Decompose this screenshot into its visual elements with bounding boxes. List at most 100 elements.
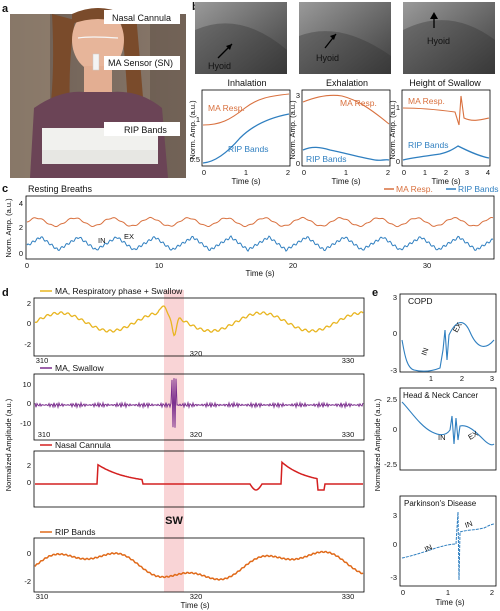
e2-title: Head & Neck Cancer [403, 391, 478, 400]
panel-d-letter: d [2, 287, 9, 299]
b1-ylabel: Norm. Amp. (a.u.) [188, 100, 197, 160]
panel-a-letter: a [2, 3, 9, 15]
e3-annotation-in-2: IN [464, 519, 474, 530]
b3-frame [401, 89, 491, 167]
c-ytick-2: 2 [19, 223, 23, 232]
d4-ytick-neg2: -2 [24, 577, 31, 586]
d2-ytick-0: 0 [27, 399, 31, 408]
xray-images [195, 2, 495, 74]
d4-xtick-320: 320 [190, 592, 203, 601]
d2-xtick-330: 330 [342, 430, 355, 439]
c-xlabel: Time (s) [245, 269, 274, 278]
b2-rip-line [302, 146, 390, 161]
c-legend-ma: MA Resp. [396, 184, 433, 194]
e3-ytick-neg3: -3 [390, 573, 397, 582]
d1-frame [33, 297, 365, 357]
sw-label: SW [165, 515, 183, 527]
photo-label-nasal-cannula: Nasal Cannula [112, 13, 171, 23]
b1-title: Inhalation [227, 78, 266, 88]
e3-frame [399, 495, 497, 587]
e3-xtick-2: 2 [490, 588, 494, 597]
e2-ytick-2.5: 2.5 [387, 395, 397, 404]
e1-xtick-2: 2 [460, 374, 464, 383]
b3-xtick-4: 4 [486, 168, 490, 177]
d1-xtick-330: 330 [342, 356, 355, 365]
b1-ytick-0.5: 0.5 [190, 155, 200, 164]
b3-ma-line [402, 95, 490, 126]
d3-line [35, 460, 363, 491]
xray-label-hyoid-1: Hyoid [208, 61, 231, 71]
d1-ytick-0: 0 [27, 319, 31, 328]
c-ytick-0: 0 [19, 249, 23, 258]
b3-xtick-1: 1 [423, 168, 427, 177]
b1-ma-line [202, 93, 290, 126]
label-box-nasal [104, 10, 180, 24]
b1-frame [201, 89, 291, 167]
b3-title: Height of Swallow [409, 78, 481, 88]
b3-xlabel: Time (s) [431, 177, 460, 186]
b2-ytick-0: 0 [296, 159, 300, 168]
label-box-ma [104, 56, 180, 70]
e2-annotation-in: IN [438, 433, 446, 442]
e1-xtick-1: 1 [429, 374, 433, 383]
b2-ma-label: MA Resp. [340, 98, 377, 108]
e2-frame [399, 387, 497, 471]
b3-xtick-0: 0 [402, 168, 406, 177]
c-ma-line [26, 216, 494, 228]
d4-xtick-330: 330 [342, 592, 355, 601]
b1-rip-line [202, 113, 290, 164]
panel-c-letter: c [2, 183, 8, 195]
d2-ytick-neg10: -10 [20, 419, 31, 428]
e1-xtick-3: 3 [490, 374, 494, 383]
c-xtick-0: 0 [25, 261, 29, 270]
b3-rip-line [402, 145, 490, 161]
sw-highlight-band [164, 290, 184, 592]
d2-line [34, 378, 364, 428]
d-ylabel: Normalized Amplitude (a.u.) [4, 398, 13, 491]
b2-ylabel: Norm. Amp. (a.u.) [288, 100, 297, 160]
e1-frame [399, 293, 497, 373]
e1-ytick-0: 0 [393, 329, 397, 338]
c-frame [25, 195, 495, 260]
e3-ytick-0: 0 [393, 540, 397, 549]
e2-ytick-0: 0 [393, 425, 397, 434]
c-xtick-30: 30 [423, 261, 431, 270]
b2-ytick-3: 3 [296, 91, 300, 100]
c-xtick-10: 10 [155, 261, 163, 270]
b3-xtick-3: 3 [465, 168, 469, 177]
e-ylabel: Normalized Amplitude (a.u.) [373, 398, 382, 491]
d1-ytick-neg2: -2 [24, 340, 31, 349]
b1-ma-label: MA Resp. [208, 103, 245, 113]
c-ytick-4: 4 [19, 199, 23, 208]
c-rip-line [26, 235, 494, 252]
d3-legend: Nasal Cannula [55, 440, 111, 450]
b2-title: Exhalation [326, 78, 368, 88]
d2-frame [33, 373, 365, 441]
e1-ytick-3: 3 [393, 293, 397, 302]
b2-xtick-0: 0 [302, 168, 306, 177]
b1-xlabel: Time (s) [231, 177, 260, 186]
e3-xtick-1: 1 [446, 588, 450, 597]
e1-line [401, 322, 495, 372]
d1-xtick-310: 310 [36, 356, 49, 365]
e1-annotation-ex: EX [451, 321, 464, 334]
e3-line [401, 511, 495, 581]
d-xlabel: Time (s) [180, 601, 209, 610]
subject-photo: Nasal Cannula MA Sensor (SN) RIP Bands [10, 8, 186, 178]
b2-ma-line [302, 94, 390, 125]
b1-xtick-1: 1 [244, 168, 248, 177]
d4-ytick-0: 0 [27, 549, 31, 558]
b2-xtick-2: 2 [386, 168, 390, 177]
c-legend-rip: RIP Bands [458, 184, 498, 194]
b1-xtick-2: 2 [286, 168, 290, 177]
e-xlabel: Time (s) [435, 598, 464, 607]
b3-ytick-1: 1 [396, 103, 400, 112]
d2-legend: MA, Swallow [55, 363, 105, 373]
xray-label-hyoid-3: Hyoid [427, 36, 450, 46]
b3-ma-label: MA Resp. [408, 96, 445, 106]
c-ylabel: Norm. Amp. (a.u.) [4, 198, 13, 258]
b1-xtick-0: 0 [202, 168, 206, 177]
c-annotation-in: IN [98, 236, 106, 245]
d2-xtick-320: 320 [190, 430, 203, 439]
